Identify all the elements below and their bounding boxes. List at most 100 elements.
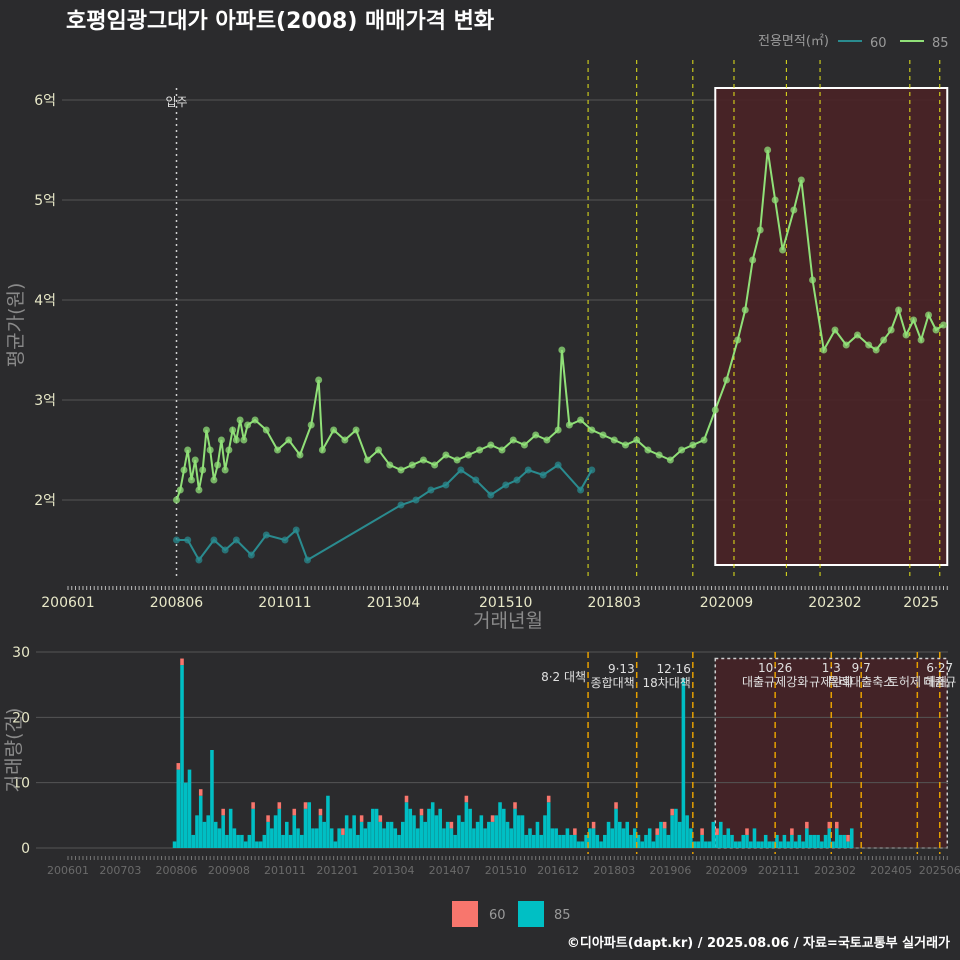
volume-x-tick-label: 202405: [870, 864, 912, 877]
data-point-60: [539, 471, 547, 479]
volume-bar-85: [195, 815, 199, 848]
legend-title: 전용면적(㎡): [758, 34, 829, 49]
data-point-60: [554, 461, 562, 469]
volume-bar-60: [378, 815, 383, 822]
data-point-85: [741, 306, 749, 314]
volume-bar-60: [341, 828, 345, 835]
volume-bar-85: [389, 821, 394, 848]
volume-bar-85: [464, 802, 469, 848]
data-point-85: [509, 436, 517, 444]
volume-bar-85: [681, 678, 686, 848]
price-x-tick-label: 201011: [258, 595, 311, 611]
volume-bar-85: [831, 841, 835, 848]
data-point-85: [666, 456, 674, 464]
volume-bar-60: [805, 821, 809, 829]
volume-bar-85: [356, 834, 360, 848]
data-point-85: [809, 276, 817, 284]
volume-bar-60: [827, 821, 832, 829]
volume-bar-85: [277, 808, 282, 848]
bottom-legend-label-60: 60: [489, 908, 506, 923]
volume-bar-85: [625, 821, 630, 848]
volume-bar-85: [618, 821, 622, 848]
data-point-85: [932, 326, 940, 334]
data-point-60: [173, 536, 181, 544]
data-point-85: [756, 226, 764, 234]
volume-bar-60: [745, 828, 749, 835]
bottom-legend-label-85: 85: [554, 908, 571, 923]
volume-bar-85: [748, 841, 753, 848]
data-point-85: [187, 476, 195, 484]
data-point-85: [419, 456, 427, 464]
volume-bar-85: [745, 834, 749, 848]
volume-bar-85: [820, 841, 824, 848]
volume-y-tick-label: 10: [12, 776, 30, 792]
volume-bar-85: [487, 821, 491, 848]
data-point-85: [184, 446, 192, 454]
data-point-60: [513, 476, 521, 484]
volume-bar-85: [307, 802, 312, 848]
volume-bar-60: [715, 828, 719, 835]
volume-bar-85: [722, 834, 727, 848]
volume-bar-85: [236, 834, 240, 848]
volume-bar-85: [726, 828, 731, 848]
data-point-85: [520, 441, 528, 449]
volume-bar-85: [176, 769, 181, 848]
volume-bar-60: [700, 828, 704, 835]
price-x-tick-label: 202009: [700, 595, 753, 611]
volume-bar-85: [371, 808, 375, 848]
policy-label: 8·2 대책: [541, 669, 586, 684]
volume-bar-85: [408, 808, 413, 848]
policy-label: 12·16: [656, 662, 690, 676]
volume-x-tick-label: 202506: [919, 864, 960, 877]
data-point-60: [210, 536, 218, 544]
policy-label: 규제완화: [809, 675, 853, 689]
volume-bar-85: [763, 834, 768, 848]
data-point-85: [498, 446, 506, 454]
data-point-60: [427, 486, 435, 494]
volume-bar-85: [352, 815, 356, 848]
volume-x-tick-label: 202009: [706, 864, 748, 877]
volume-bar-85: [494, 815, 499, 848]
volume-bar-60: [835, 821, 839, 829]
volume-bar-85: [303, 808, 308, 848]
volume-bar-85: [689, 828, 693, 848]
volume-bar-85: [460, 821, 465, 848]
price-x-tick-label: 202302: [808, 595, 861, 611]
volume-bar-85: [767, 841, 772, 848]
price-x-tick-label: 201304: [367, 595, 421, 611]
data-point-85: [880, 336, 888, 344]
volume-bar-85: [228, 808, 233, 848]
data-point-85: [771, 196, 779, 204]
data-point-85: [352, 426, 360, 434]
volume-bar-85: [662, 828, 667, 848]
data-point-85: [532, 431, 540, 439]
volume-bar-85: [453, 834, 457, 848]
volume-bar-60: [662, 821, 667, 829]
data-point-85: [831, 326, 839, 334]
volume-bar-85: [393, 828, 398, 848]
data-point-85: [210, 476, 218, 484]
data-point-85: [779, 246, 787, 254]
volume-bar-85: [554, 828, 558, 848]
volume-bar-85: [793, 841, 798, 848]
volume-bar-60: [449, 821, 454, 829]
volume-bar-85: [363, 828, 368, 848]
volume-bar-85: [498, 802, 502, 848]
volume-y-tick-label: 0: [21, 841, 30, 857]
data-point-85: [330, 426, 338, 434]
volume-bar-85: [528, 828, 532, 848]
volume-bar-85: [172, 841, 177, 848]
data-point-85: [195, 486, 203, 494]
volume-bar-85: [588, 828, 592, 848]
volume-bar-85: [490, 821, 495, 848]
volume-bar-85: [614, 808, 618, 848]
volume-bar-60: [359, 815, 364, 822]
volume-bar-60: [790, 828, 794, 835]
volume-bar-85: [475, 821, 480, 848]
volume-bar-85: [651, 841, 656, 848]
volume-bar-85: [299, 834, 304, 848]
volume-bar-85: [221, 815, 225, 848]
data-point-85: [341, 436, 349, 444]
data-point-85: [887, 326, 895, 334]
data-point-85: [315, 376, 323, 384]
